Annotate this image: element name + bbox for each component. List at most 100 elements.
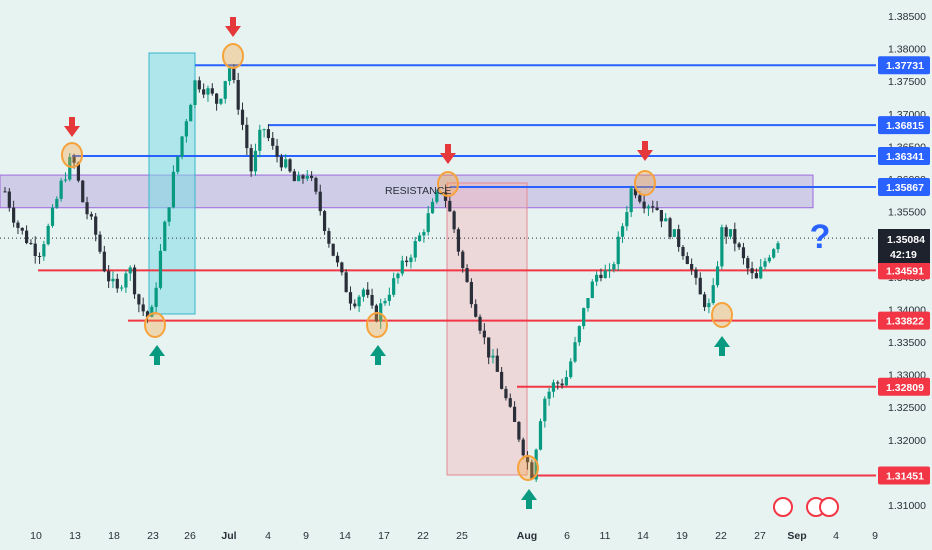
candle-body <box>124 273 128 288</box>
candle-body <box>7 191 11 208</box>
candle-body <box>430 201 435 214</box>
candle-body <box>137 294 141 305</box>
candle-body <box>698 277 702 295</box>
candle-body <box>310 175 314 178</box>
candle-body <box>340 262 344 273</box>
candle-body <box>81 180 85 203</box>
candle-body <box>720 227 724 267</box>
candle-body <box>417 235 422 242</box>
candle-body <box>512 406 517 422</box>
candle-body <box>357 296 361 307</box>
candle-body <box>612 264 616 270</box>
candle-body <box>668 218 672 237</box>
candle-body <box>292 171 296 182</box>
candle-body <box>223 81 227 99</box>
candle-body <box>482 330 486 338</box>
candle-body <box>685 256 689 264</box>
flag-icon[interactable] <box>773 497 793 517</box>
candle-body <box>711 285 715 304</box>
candle-body <box>564 377 568 386</box>
candle-body <box>249 148 253 172</box>
highlight-circle <box>517 455 539 481</box>
highlight-circle <box>222 43 244 69</box>
price-tag-label: 1.31451 <box>886 471 924 483</box>
x-tick-label: 9 <box>303 530 309 542</box>
y-tick-label: 1.38500 <box>888 11 926 23</box>
candle-body <box>184 121 188 137</box>
candle-body <box>573 342 577 362</box>
price-tag-label: 1.37731 <box>886 60 924 72</box>
candle-body <box>3 191 7 193</box>
time-axis[interactable]: 10 13 18 23 26 Jul 4 9 14 17 22 25 Aug 6 11 14 19 22 27 Sep… <box>30 530 878 542</box>
candle-body <box>577 326 581 343</box>
candle-body <box>89 214 93 217</box>
candle-body <box>690 263 694 270</box>
annotations <box>61 17 733 509</box>
candle-body <box>724 227 728 237</box>
candle-body <box>128 267 132 274</box>
candle-body <box>538 421 543 450</box>
candle-body <box>171 171 176 208</box>
candle-body <box>620 226 625 237</box>
candle-body <box>85 202 89 215</box>
candle-body <box>154 287 158 307</box>
candle-body <box>702 294 707 308</box>
candle-body <box>344 272 348 293</box>
candle-body <box>288 159 292 172</box>
candle-body <box>318 191 322 212</box>
x-tick-label: 22 <box>417 530 429 542</box>
x-tick-label: 10 <box>30 530 42 542</box>
candle-body <box>158 250 163 288</box>
candle-body <box>141 304 145 312</box>
candle-body <box>379 303 383 322</box>
candle-body <box>491 355 495 358</box>
candle-body <box>426 213 430 233</box>
candle-body <box>72 156 76 163</box>
candle-body <box>366 289 370 296</box>
candle-body <box>176 156 180 172</box>
candle-body <box>167 207 171 222</box>
candle-body <box>301 175 305 179</box>
candle-body <box>42 244 46 257</box>
candle-body <box>551 382 556 392</box>
candle-body <box>741 247 746 259</box>
arrow-up-icon <box>149 345 165 356</box>
x-tick-label: 17 <box>378 530 390 542</box>
drop-zone <box>446 182 528 476</box>
arrow-up-icon <box>154 355 160 365</box>
candle-body <box>150 306 154 318</box>
candle-body <box>750 268 754 274</box>
arrow-down-icon <box>69 117 75 127</box>
candle-body <box>664 218 668 222</box>
candle-body <box>271 138 275 146</box>
candle-body <box>651 206 655 208</box>
candle-body <box>284 159 288 168</box>
candle-body <box>197 80 201 90</box>
candle-body <box>759 266 763 279</box>
candle-body <box>37 255 42 257</box>
y-tick-label: 1.37500 <box>888 76 926 88</box>
candle-body <box>132 267 137 295</box>
flag-icon[interactable] <box>819 497 839 517</box>
event-icons[interactable] <box>773 497 839 517</box>
candles <box>3 64 780 482</box>
candle-body <box>409 257 413 263</box>
y-tick-label: 1.32500 <box>888 402 926 414</box>
candle-body <box>193 80 197 105</box>
candle-body <box>525 455 530 463</box>
candle-body <box>465 268 469 283</box>
resistance-label: RESISTANCE <box>385 185 451 197</box>
highlight-circle <box>366 312 388 338</box>
plot-background <box>0 0 876 528</box>
candle-body <box>646 206 651 209</box>
candle-body <box>29 243 33 245</box>
candle-body <box>590 281 594 299</box>
arrow-down-icon <box>637 150 653 161</box>
x-tick-label: 23 <box>147 530 159 542</box>
candle-body <box>569 361 573 378</box>
price-tag-label: 1.36815 <box>886 120 924 132</box>
candle-body <box>305 175 309 179</box>
price-tag <box>878 311 930 330</box>
candle-body <box>556 382 560 384</box>
